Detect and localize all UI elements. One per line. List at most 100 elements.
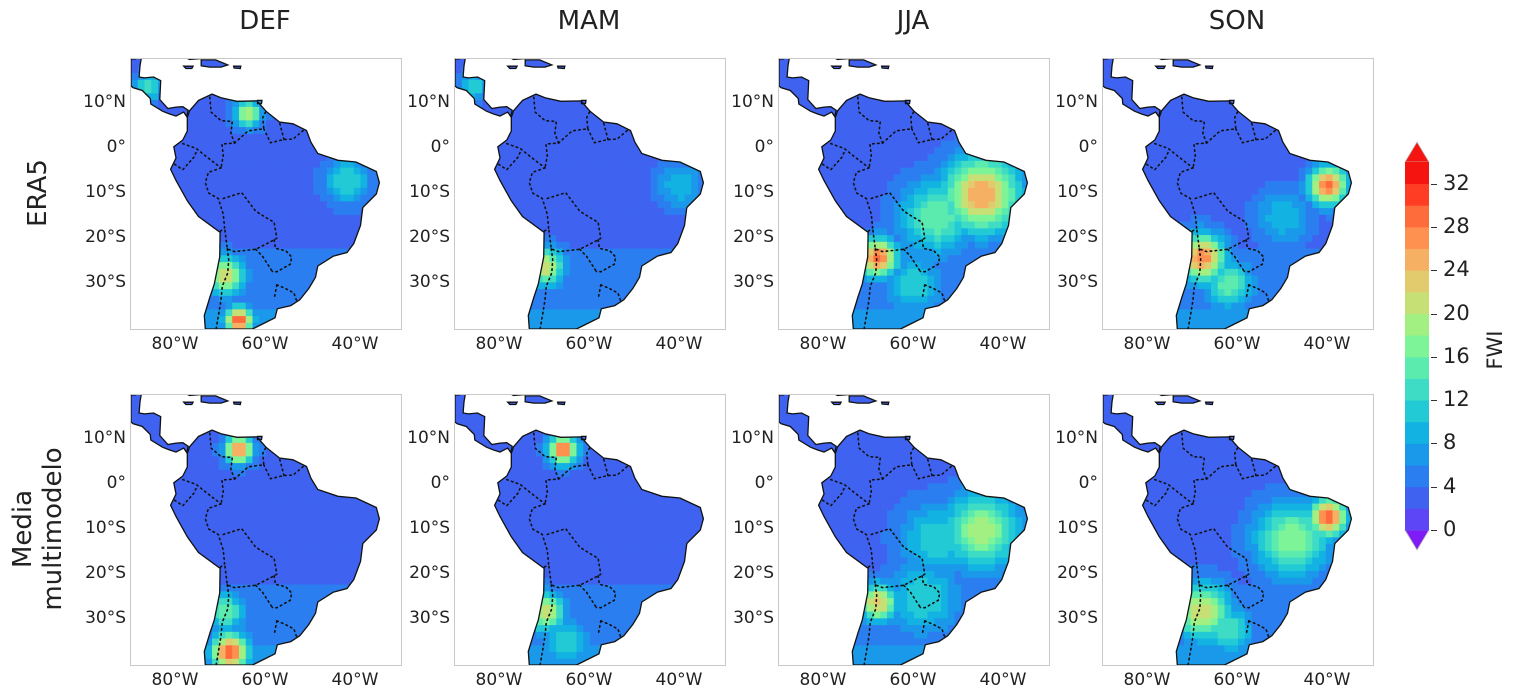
fwi-field [1103, 59, 1352, 329]
country-border [863, 584, 878, 665]
coastline [848, 59, 878, 68]
colorbar-tick-label: 12 [1443, 387, 1470, 412]
country-border [557, 446, 591, 480]
country-border [539, 248, 554, 329]
map-panel-era5-mam [454, 58, 726, 330]
lat-tick-label: 20°S [409, 227, 450, 247]
colorbar-segment [1405, 508, 1429, 531]
country-border [505, 478, 546, 505]
coastline [256, 435, 263, 441]
country-border [852, 503, 874, 569]
lat-tick-label: 30°S [85, 272, 126, 292]
column-title-son: SON [1208, 6, 1266, 36]
coastline [1103, 59, 1161, 119]
coastline [1159, 395, 1174, 397]
country-border [881, 446, 915, 480]
coastline [830, 65, 843, 70]
coastline [493, 429, 705, 665]
lon-tick-label: 40°W [979, 670, 1027, 690]
country-border [233, 446, 267, 480]
coastline [506, 401, 519, 406]
map-panel-era5-def [130, 58, 402, 330]
row-title-era5: ERA5 [23, 73, 53, 313]
coastline [187, 59, 202, 61]
lon-tick-label: 60°W [565, 670, 613, 690]
map-panel-multimodel-jja [778, 394, 1050, 666]
colorbar-segment [1405, 270, 1429, 293]
country-border [233, 110, 267, 144]
country-border [1245, 620, 1250, 637]
coastline [1228, 99, 1235, 105]
lat-tick-label: 0° [430, 137, 450, 157]
country-border [1153, 478, 1194, 505]
coastline [506, 65, 519, 70]
coastline [1103, 395, 1161, 455]
lat-tick-label: 10°S [409, 182, 450, 202]
colorbar-label: FWI [1483, 330, 1507, 370]
lon-tick-label: 80°W [151, 670, 199, 690]
lon-tick-label: 60°W [889, 670, 937, 690]
country-border [1205, 446, 1239, 480]
colorbar-tick-label: 32 [1443, 170, 1470, 195]
coastline [556, 401, 566, 406]
country-border [919, 575, 941, 609]
coastline [455, 59, 513, 119]
country-border [181, 478, 222, 505]
lat-tick-label: 20°S [409, 563, 450, 583]
coastline [1172, 59, 1202, 68]
lon-tick-label: 80°W [151, 334, 199, 354]
country-border [921, 284, 926, 301]
country-border [1248, 620, 1270, 638]
colorbar-tick-mark [1431, 226, 1437, 228]
country-border [1194, 527, 1250, 589]
coastline [779, 395, 837, 455]
country-border [1248, 284, 1270, 302]
lon-tick-label: 80°W [799, 334, 847, 354]
country-border [271, 575, 293, 609]
country-border [173, 485, 198, 507]
country-border [204, 503, 226, 569]
colorbar-extend-min [1404, 529, 1430, 551]
country-border [600, 284, 622, 302]
lon-tick-label: 40°W [1303, 334, 1351, 354]
colorbar-segment [1405, 421, 1429, 444]
lat-tick-label: 10°N [83, 92, 126, 112]
coastline [232, 65, 242, 70]
lon-tick-label: 40°W [979, 334, 1027, 354]
country-border [215, 584, 230, 665]
coastline [200, 395, 230, 404]
lat-tick-label: 10°N [83, 428, 126, 448]
coastline [580, 99, 587, 105]
country-border [595, 575, 617, 609]
country-border [829, 142, 870, 169]
lon-tick-label: 40°W [655, 334, 703, 354]
country-border [276, 284, 298, 302]
country-border [870, 191, 926, 253]
country-border [578, 248, 598, 273]
lat-tick-label: 30°S [733, 272, 774, 292]
colorbar-tick-mark [1431, 443, 1437, 445]
country-border [539, 584, 554, 665]
lat-tick-label: 10°N [731, 92, 774, 112]
coastline [187, 395, 202, 397]
colorbar-tick-label: 4 [1443, 473, 1457, 498]
lat-tick-label: 30°S [409, 608, 450, 628]
country-border [1205, 110, 1239, 144]
country-border [902, 584, 922, 609]
colorbar [1403, 140, 1431, 556]
country-border [1250, 457, 1257, 477]
country-border [870, 527, 926, 589]
colorbar-tick-mark [1431, 183, 1437, 185]
country-border [546, 527, 602, 589]
lat-tick-label: 10°N [1055, 428, 1098, 448]
lat-tick-label: 0° [1078, 137, 1098, 157]
colorbar-tick-label: 8 [1443, 430, 1457, 455]
colorbar-segment [1405, 335, 1429, 358]
coastline [1204, 401, 1214, 406]
lat-tick-label: 30°S [733, 608, 774, 628]
coastline [848, 395, 878, 404]
coastline [182, 401, 195, 406]
colorbar-segment [1405, 356, 1429, 379]
country-border [271, 239, 293, 273]
colorbar-tick-mark [1431, 530, 1437, 531]
